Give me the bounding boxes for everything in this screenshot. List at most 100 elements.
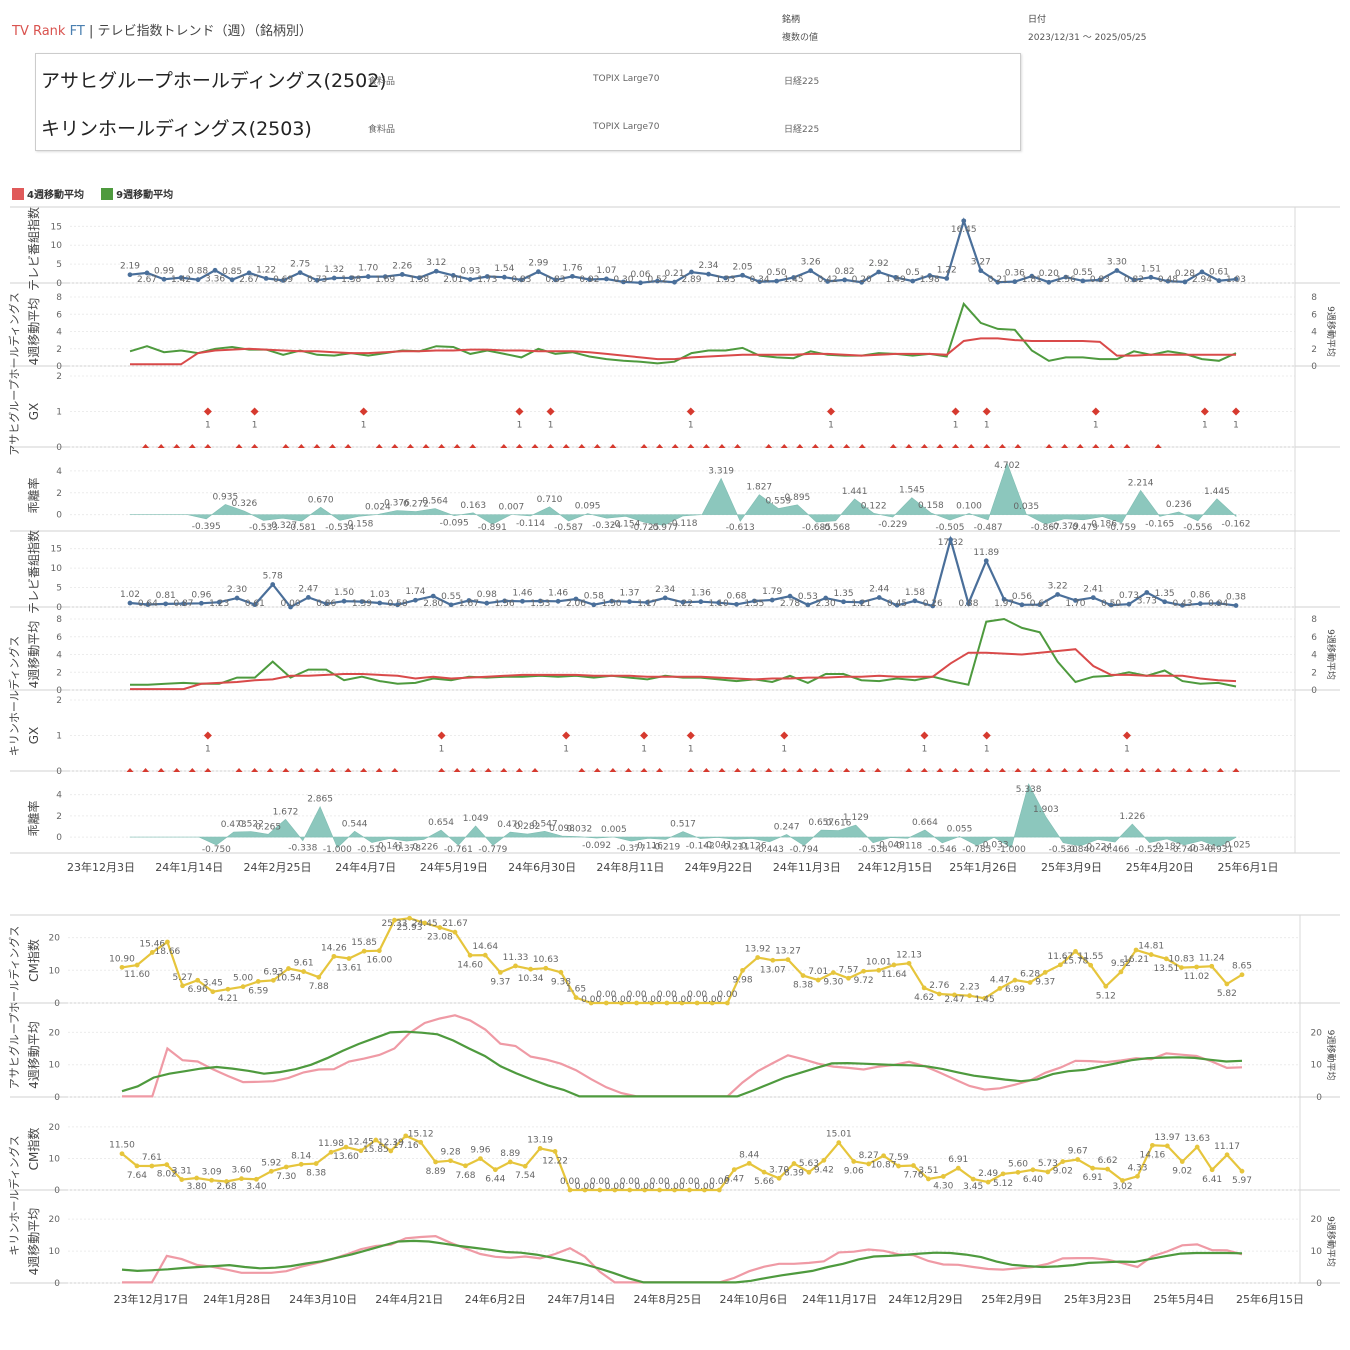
x-tick-label: 25年2月9日 xyxy=(981,1292,1042,1306)
y-tick-label-right: 8 xyxy=(1311,615,1317,625)
divergence-data-label: 0.007 xyxy=(498,503,524,513)
tv-index-data-label: 17.32 xyxy=(938,538,964,548)
x-tick-label: 24年10月6日 xyxy=(720,1292,788,1306)
x-tick-label: 24年4月21日 xyxy=(375,1292,443,1306)
gx-zero-marker xyxy=(920,444,928,448)
stock-filter[interactable]: 銘柄 複数の値 xyxy=(782,12,818,43)
cm-index-data-label: 11.60 xyxy=(124,970,150,980)
legend-ma4[interactable]: 4週移動平均 xyxy=(12,188,84,201)
divergence-data-label: 0.517 xyxy=(670,820,696,830)
divergence-data-label: 1.545 xyxy=(899,486,925,496)
cm-index-point xyxy=(1015,1169,1021,1175)
chart-legend: 4週移動平均 9週移動平均 xyxy=(12,186,187,201)
gx-zero-marker xyxy=(811,768,819,772)
cm-index-point xyxy=(179,1177,185,1182)
divergence-data-label: -0.378 xyxy=(392,844,421,854)
gx-zero-marker xyxy=(531,444,539,448)
cm-index-data-label: 25.93 xyxy=(397,923,423,933)
y-tick-label-right: 6 xyxy=(1311,633,1317,643)
gx-signal-marker xyxy=(203,731,212,740)
divergence-data-label: -0.977 xyxy=(649,523,678,533)
gx-zero-marker xyxy=(905,768,913,772)
tv-index-data-label: 2.44 xyxy=(869,585,889,595)
company-row-kirin[interactable]: キリンホールディングス(2503) 食料品 TOPIX Large70 日経22… xyxy=(36,102,1020,150)
y-tick-label: 1 xyxy=(56,732,62,742)
cm-index-data-label: 1.45 xyxy=(975,995,995,1005)
divergence-data-label: 0.100 xyxy=(956,502,982,512)
legend-ma9[interactable]: 9週移動平均 xyxy=(101,188,174,201)
cm-index-point xyxy=(776,1175,782,1181)
date-filter[interactable]: 日付 2023/12/31 ～ 2025/05/25 xyxy=(1028,12,1146,43)
tv-index-data-label: 2.99 xyxy=(528,259,548,269)
gx-zero-marker xyxy=(843,768,851,772)
gx-zero-marker xyxy=(329,444,337,448)
cm-index-point xyxy=(1073,949,1078,954)
tv-index-point xyxy=(484,274,490,279)
tv-index-point xyxy=(448,602,454,608)
cm-index-data-label: 4.21 xyxy=(218,994,238,1004)
gx-zero-marker xyxy=(297,768,305,772)
cm-index-point xyxy=(1179,1159,1185,1164)
cm-ma9-line xyxy=(121,1239,1243,1284)
divergence-data-label: -0.118 xyxy=(668,519,697,529)
company-row-asahi[interactable]: アサヒグループホールディングス(2502) 食料品 TOPIX Large70 … xyxy=(36,54,1020,102)
divergence-data-label: 0.559 xyxy=(765,497,791,507)
tv-index-point xyxy=(1126,601,1132,607)
gx-zero-marker xyxy=(375,768,383,772)
tv-index-data-label: 1.37 xyxy=(619,589,639,599)
cm-index-point xyxy=(1209,963,1215,969)
cm-index-data-label: 7.88 xyxy=(309,982,329,992)
tv-index-data-label: 2.34 xyxy=(698,261,718,271)
cm-index-point xyxy=(543,965,549,971)
cm-index-point xyxy=(376,948,382,954)
tv-index-data-label: 1.22 xyxy=(937,265,957,275)
tv-index-data-label: 0.21 xyxy=(988,275,1008,285)
cm-index-point xyxy=(528,966,534,972)
tv-index-data-label: 1.17 xyxy=(637,599,657,609)
gx-signal-label: 1 xyxy=(828,421,834,431)
cm-index-point xyxy=(1105,1166,1110,1172)
tv-index-data-label: 1.36 xyxy=(691,589,711,599)
date-filter-value[interactable]: 2023/12/31 ～ 2025/05/25 xyxy=(1028,33,1147,43)
stock-filter-value[interactable]: 複数の値 xyxy=(782,33,819,43)
cm-index-data-label: 14.26 xyxy=(321,943,347,953)
cm-index-point xyxy=(1209,1167,1215,1173)
gx-zero-marker xyxy=(983,768,991,772)
divergence-data-label: -0.327 xyxy=(268,521,297,531)
divergence-data-label: 0.657 xyxy=(808,818,834,828)
cm-index-point xyxy=(448,1158,453,1164)
divergence-data-label: -1.000 xyxy=(997,845,1026,855)
cm-index-data-label: 18.66 xyxy=(155,947,181,957)
cm-index-data-label: 0.00 xyxy=(642,995,662,1005)
tv-index-point xyxy=(537,598,543,604)
panel-axis-title-right: 9週移動平均 xyxy=(1325,1216,1337,1267)
cm-index-point xyxy=(478,1156,483,1161)
cm-index-point xyxy=(373,1137,379,1143)
tv-index-point xyxy=(212,267,218,273)
tv-index-data-label: 3.26 xyxy=(801,258,821,268)
tv-index-point xyxy=(161,276,167,282)
cm-index-data-label: 8.39 xyxy=(784,1169,804,1179)
cm-index-point xyxy=(1027,980,1033,985)
panel-axis-title: GX xyxy=(27,403,41,421)
cm-index-point xyxy=(268,1168,274,1174)
cm-index-point xyxy=(286,966,291,971)
cm-index-point xyxy=(1164,1143,1170,1149)
gx-signal-marker xyxy=(1200,407,1209,416)
cm-index-point xyxy=(982,995,988,1001)
cm-index-data-label: 9.96 xyxy=(470,1146,490,1156)
tv-index-point xyxy=(842,277,848,283)
y-tick-label: 20 xyxy=(49,1028,61,1038)
cm-index-data-label: 14.16 xyxy=(1140,1150,1166,1160)
tv-index-point xyxy=(145,602,151,607)
tv-index-point xyxy=(680,599,686,605)
tv-index-point xyxy=(627,599,632,605)
company-side-label: アサヒグループホールディングス xyxy=(7,292,21,456)
divergence-data-label: -0.226 xyxy=(409,842,438,852)
gx-zero-marker xyxy=(1232,768,1240,772)
tv-index-data-label: 1.50 xyxy=(602,599,622,609)
legend-ma9-label: 9週移動平均 xyxy=(116,190,174,201)
gx-signal-marker xyxy=(826,407,835,416)
cm-index-point xyxy=(952,992,957,998)
